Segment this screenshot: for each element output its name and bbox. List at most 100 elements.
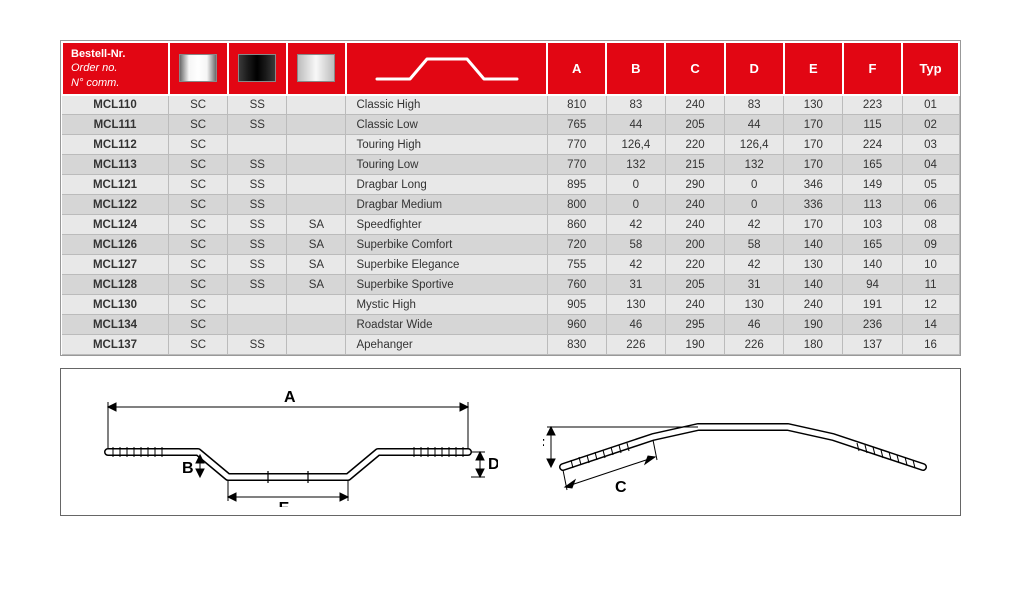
cell	[287, 95, 346, 115]
cell: SA	[287, 275, 346, 295]
cell: SA	[287, 255, 346, 275]
cell: 05	[902, 175, 959, 195]
table-row: MCL110SCSSClassic High810832408313022301	[62, 95, 959, 115]
cell: 720	[547, 235, 606, 255]
cell: SS	[228, 195, 287, 215]
cell	[287, 335, 346, 355]
cell: 10	[902, 255, 959, 275]
cell: 149	[843, 175, 902, 195]
cell: 03	[902, 135, 959, 155]
cell	[228, 295, 287, 315]
cell: Dragbar Long	[346, 175, 547, 195]
cell: 240	[665, 215, 724, 235]
cell: 165	[843, 235, 902, 255]
cell: 226	[606, 335, 665, 355]
cell: 42	[725, 215, 784, 235]
cell: SC	[169, 195, 228, 215]
cell: 04	[902, 155, 959, 175]
cell: 960	[547, 315, 606, 335]
cell: 224	[843, 135, 902, 155]
cell: 236	[843, 315, 902, 335]
header-typ: Typ	[902, 42, 959, 95]
cell: 58	[606, 235, 665, 255]
cell: 170	[784, 115, 843, 135]
front-view-diagram: A D B E	[78, 377, 498, 507]
cell: MCL122	[62, 195, 169, 215]
cell: MCL113	[62, 155, 169, 175]
cell: 240	[665, 95, 724, 115]
cell: 905	[547, 295, 606, 315]
header-f: F	[843, 42, 902, 95]
cell: SS	[228, 255, 287, 275]
cell: 08	[902, 215, 959, 235]
spec-table-container: Bestell-Nr. Order no. N° comm. A B C D E…	[60, 40, 961, 356]
cell: 44	[725, 115, 784, 135]
cell	[287, 295, 346, 315]
cell: MCL137	[62, 335, 169, 355]
cell: 226	[725, 335, 784, 355]
dim-label-b: B	[182, 460, 194, 477]
cell: 46	[725, 315, 784, 335]
cell: SC	[169, 315, 228, 335]
cell: 170	[784, 155, 843, 175]
cell: SA	[287, 235, 346, 255]
cell: 58	[725, 235, 784, 255]
cell: 336	[784, 195, 843, 215]
cell: 14	[902, 315, 959, 335]
cell: 830	[547, 335, 606, 355]
cell: 205	[665, 115, 724, 135]
cell: MCL130	[62, 295, 169, 315]
table-row: MCL130SCMystic High90513024013024019112	[62, 295, 959, 315]
cell: MCL134	[62, 315, 169, 335]
table-row: MCL121SCSSDragbar Long8950290034614905	[62, 175, 959, 195]
cell: 170	[784, 215, 843, 235]
cell: 860	[547, 215, 606, 235]
cell: 140	[784, 275, 843, 295]
cell: SS	[228, 95, 287, 115]
order-label-de: Bestell-Nr.	[71, 48, 125, 60]
table-row: MCL127SCSSSASuperbike Elegance7554222042…	[62, 255, 959, 275]
black-swatch-icon	[238, 54, 276, 82]
cell: 346	[784, 175, 843, 195]
header-b: B	[606, 42, 665, 95]
cell: 0	[606, 175, 665, 195]
cell	[228, 315, 287, 335]
cell: SS	[228, 335, 287, 355]
cell: MCL124	[62, 215, 169, 235]
cell: 130	[606, 295, 665, 315]
cell: 765	[547, 115, 606, 135]
table-row: MCL124SCSSSASpeedfighter8604224042170103…	[62, 215, 959, 235]
cell: 115	[843, 115, 902, 135]
cell: MCL111	[62, 115, 169, 135]
cell: Touring High	[346, 135, 547, 155]
cell: 06	[902, 195, 959, 215]
cell: 140	[784, 235, 843, 255]
cell: SC	[169, 255, 228, 275]
cell: MCL127	[62, 255, 169, 275]
cell: SC	[169, 95, 228, 115]
header-row: Bestell-Nr. Order no. N° comm. A B C D E…	[62, 42, 959, 95]
cell: 895	[547, 175, 606, 195]
cell: 220	[665, 135, 724, 155]
cell: 31	[606, 275, 665, 295]
cell: SA	[287, 215, 346, 235]
cell: Mystic High	[346, 295, 547, 315]
cell: MCL121	[62, 175, 169, 195]
cell: SC	[169, 115, 228, 135]
cell: Superbike Comfort	[346, 235, 547, 255]
cell: 31	[725, 275, 784, 295]
cell: SC	[169, 135, 228, 155]
cell: 83	[725, 95, 784, 115]
table-row: MCL122SCSSDragbar Medium8000240033611306	[62, 195, 959, 215]
header-finish-silver	[287, 42, 346, 95]
cell: 200	[665, 235, 724, 255]
header-finish-chrome	[169, 42, 228, 95]
cell: 42	[725, 255, 784, 275]
cell: Apehanger	[346, 335, 547, 355]
header-shape	[346, 42, 547, 95]
cell: Superbike Elegance	[346, 255, 547, 275]
cell: 130	[725, 295, 784, 315]
table-body: MCL110SCSSClassic High810832408313022301…	[62, 95, 959, 355]
cell: 760	[547, 275, 606, 295]
cell: 190	[784, 315, 843, 335]
